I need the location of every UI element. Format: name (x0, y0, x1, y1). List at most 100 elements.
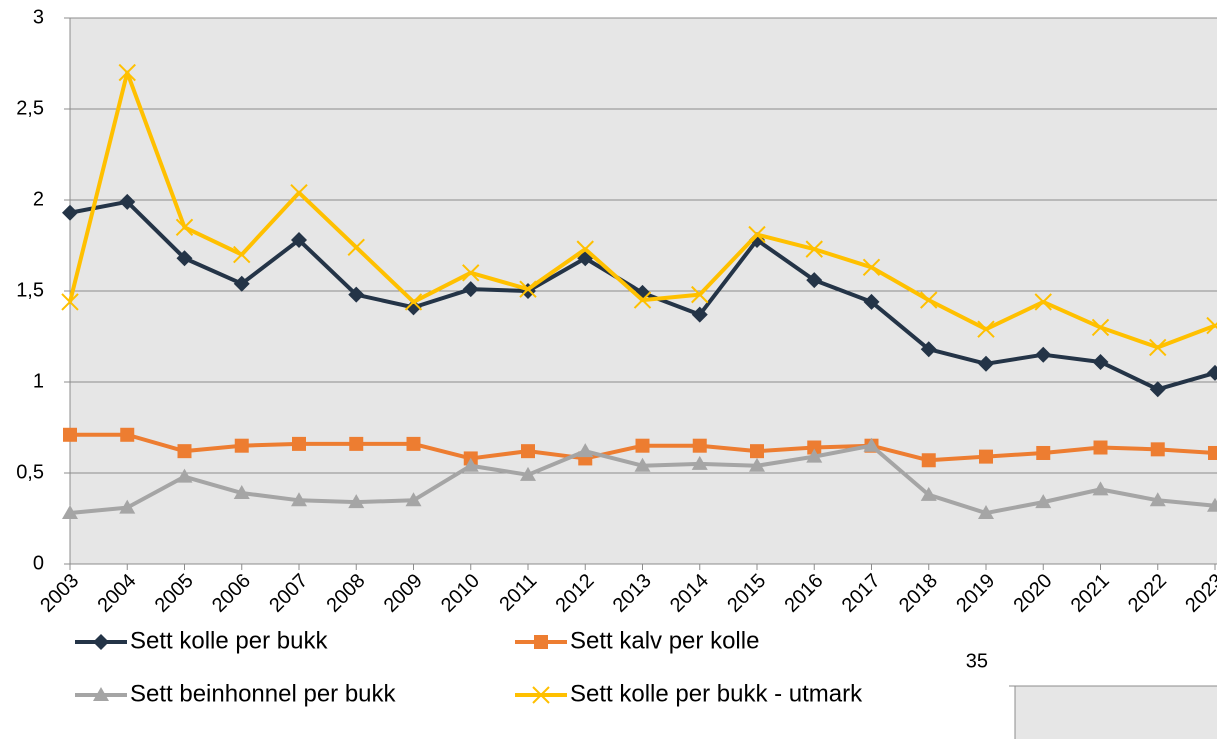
marker (175, 218, 194, 237)
marker (691, 306, 708, 323)
marker (635, 438, 650, 453)
marker (406, 436, 421, 451)
marker (1092, 353, 1109, 370)
y-tick-label: 2 (33, 188, 44, 210)
marker (633, 291, 652, 309)
marker (1207, 497, 1217, 512)
legend-label: Sett kolle per bukk - utmark (570, 680, 863, 707)
marker (61, 293, 79, 311)
marker (748, 225, 766, 244)
marker (405, 299, 422, 316)
marker (176, 250, 193, 267)
x-tick-label: 2007 (265, 570, 312, 617)
x-tick-label: 2009 (380, 570, 427, 617)
marker (1035, 494, 1052, 509)
marker (292, 436, 306, 451)
marker (404, 293, 423, 311)
x-tick-label: 2008 (322, 570, 369, 617)
marker (750, 444, 764, 459)
marker (177, 444, 192, 459)
marker (1149, 381, 1166, 398)
marker (521, 444, 535, 459)
marker (979, 449, 993, 464)
y-tick-label: 0,5 (16, 461, 44, 483)
x-tick-label: 2013 (609, 570, 656, 617)
marker (691, 455, 708, 470)
y-tick-label: 3 (33, 6, 44, 28)
x-tick-label: 2005 (151, 570, 198, 617)
marker (805, 240, 823, 258)
marker (93, 634, 109, 650)
marker (978, 505, 994, 520)
marker (348, 494, 365, 509)
marker (920, 291, 938, 309)
x-tick-label: 2023 (1181, 570, 1217, 617)
x-tick-label: 2016 (780, 570, 827, 617)
marker (920, 486, 937, 501)
marker (863, 437, 880, 452)
marker (120, 427, 135, 442)
marker (806, 448, 823, 463)
x-tick-label: 2017 (838, 570, 885, 617)
marker (1091, 318, 1110, 337)
x-tick-label: 2015 (723, 570, 770, 617)
x-tick-label: 2004 (93, 570, 140, 617)
x-tick-label: 2019 (952, 570, 999, 617)
marker (532, 686, 550, 704)
marker (576, 240, 594, 258)
marker (405, 492, 422, 507)
x-tick-label: 2010 (437, 570, 484, 617)
marker (1034, 293, 1052, 311)
marker (348, 286, 365, 303)
marker (749, 457, 765, 472)
x-tick-label: 2003 (36, 570, 83, 617)
marker (291, 232, 307, 249)
x-tick-label: 2011 (495, 570, 541, 616)
marker (577, 443, 594, 458)
marker (118, 63, 136, 82)
legend-label: Sett beinhonnel per bukk (130, 680, 397, 707)
marker (1092, 481, 1109, 496)
marker (234, 438, 249, 453)
y-tick-label: 1 (33, 370, 44, 392)
marker (520, 466, 536, 481)
x-tick-label: 2006 (208, 570, 255, 617)
legend-label: Sett kolle per bukk (130, 627, 328, 654)
plot-area (1015, 686, 1217, 739)
marker (176, 468, 193, 483)
y-tick-label: 0 (33, 552, 44, 574)
x-tick-label: 2022 (1124, 570, 1171, 617)
x-tick-label: 2021 (1067, 570, 1114, 617)
marker (1150, 442, 1165, 457)
marker (62, 505, 78, 520)
marker (1206, 316, 1217, 335)
marker (233, 485, 250, 500)
marker (519, 280, 537, 298)
marker (63, 427, 77, 442)
marker (920, 341, 937, 358)
marker (862, 258, 881, 277)
y-tick-label: 2,5 (16, 97, 44, 119)
marker (291, 492, 307, 507)
marker (977, 320, 995, 338)
marker (62, 204, 78, 221)
marker (1207, 364, 1217, 381)
marker (93, 687, 109, 701)
marker (806, 272, 823, 289)
y-tick-label: 35 (966, 650, 988, 672)
y-tick-label: 1,5 (16, 279, 44, 301)
marker (290, 184, 308, 202)
marker (863, 293, 880, 310)
marker (1035, 346, 1052, 363)
marker (119, 499, 136, 514)
marker (978, 355, 994, 372)
marker (462, 281, 479, 298)
marker (233, 275, 250, 292)
marker (634, 457, 651, 472)
marker (119, 193, 136, 210)
x-tick-label: 2020 (1009, 570, 1056, 617)
marker (692, 438, 707, 453)
x-tick-label: 2014 (666, 570, 713, 617)
